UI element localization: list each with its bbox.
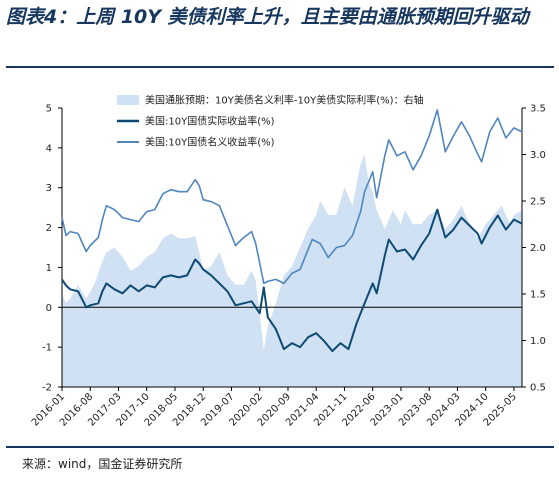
left-tick-label: 2 (46, 223, 52, 234)
left-tick-label: 0 (46, 303, 52, 314)
breakeven-area (62, 154, 522, 387)
footer-divider (6, 446, 554, 448)
right-tick-label: 1.5 (530, 290, 546, 301)
left-tick-label: -2 (42, 383, 52, 394)
left-tick-label: 5 (46, 104, 52, 115)
right-tick-label: 0.5 (530, 383, 546, 394)
legend-label: 美国:10Y国债名义收益率(%) (145, 136, 275, 149)
left-tick-label: 3 (46, 183, 52, 194)
title-divider (6, 66, 554, 68)
left-tick-label: -1 (42, 343, 52, 354)
legend-label: 美国通胀预期：10Y美债名义利率-10Y美债实际利率(%)：右轴 (145, 94, 424, 107)
right-tick-label: 2.5 (530, 197, 546, 208)
legend: 美国通胀预期：10Y美债名义利率-10Y美债实际利率(%)：右轴美国:10Y国债… (117, 94, 424, 149)
figure-title: 图表4：上周 10Y 美债利率上升，且主要由通胀预期回升驱动 (6, 6, 529, 28)
left-tick-label: 4 (46, 143, 52, 154)
right-tick-label: 2.0 (530, 243, 546, 254)
breakeven-area-layer (62, 154, 522, 387)
right-tick-label: 3.0 (530, 150, 546, 161)
legend-swatch-breakeven (117, 95, 139, 105)
left-tick-label: 1 (46, 263, 52, 274)
real-yield-line (61, 208, 523, 353)
yield-chart: -2-10123450.51.01.52.02.53.03.52016-0120… (30, 94, 546, 429)
source-note: 来源：wind，国金证券研究所 (22, 457, 183, 471)
right-tick-label: 1.0 (530, 336, 546, 347)
yield-lines-layer (61, 109, 523, 353)
right-tick-label: 3.5 (530, 104, 546, 115)
legend-label: 美国:10Y国债实际收益率(%) (145, 115, 275, 128)
nominal-yield-line (61, 109, 523, 285)
